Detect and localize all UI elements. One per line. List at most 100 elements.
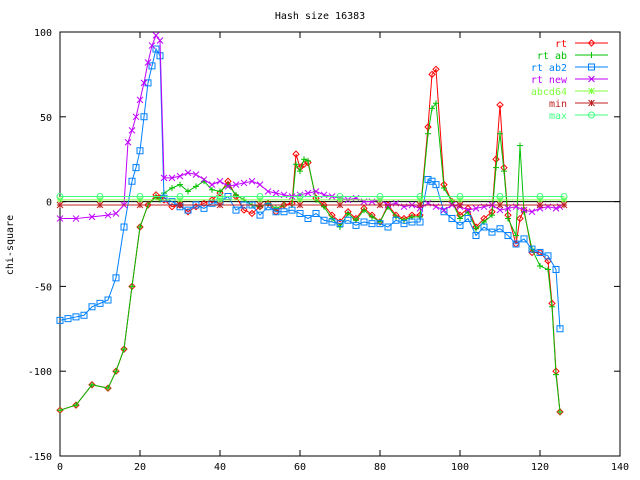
data-point xyxy=(293,161,299,168)
data-point xyxy=(113,368,119,375)
x-tick-label: 80 xyxy=(374,462,386,473)
data-point xyxy=(536,201,544,209)
data-point xyxy=(496,201,504,209)
data-point xyxy=(240,201,248,209)
data-point xyxy=(425,130,431,137)
legend-label: max xyxy=(549,111,567,122)
data-point xyxy=(497,130,503,137)
data-point xyxy=(89,381,95,388)
data-point xyxy=(416,201,424,209)
data-point xyxy=(136,193,144,200)
series-line xyxy=(59,101,561,412)
data-point xyxy=(176,201,184,209)
legend-marker xyxy=(588,75,595,83)
data-point xyxy=(376,201,384,209)
data-point xyxy=(392,216,400,224)
data-point xyxy=(360,218,368,226)
data-point xyxy=(124,138,132,146)
data-point xyxy=(104,296,112,304)
data-point xyxy=(216,201,224,209)
data-point xyxy=(361,207,367,214)
data-point xyxy=(105,385,111,392)
data-point xyxy=(272,208,280,216)
data-point xyxy=(400,220,408,228)
series-min xyxy=(56,201,568,209)
data-point xyxy=(312,188,320,195)
data-point xyxy=(441,185,447,192)
data-point xyxy=(369,213,375,220)
data-point xyxy=(193,183,199,190)
data-point xyxy=(536,248,544,256)
data-point xyxy=(376,220,384,228)
data-point xyxy=(457,215,463,222)
data-point xyxy=(496,101,504,109)
data-point xyxy=(493,164,499,171)
data-point xyxy=(545,266,551,273)
data-point xyxy=(256,181,264,188)
data-point xyxy=(553,371,559,378)
data-point xyxy=(517,142,523,149)
data-point xyxy=(304,158,312,167)
data-point xyxy=(56,316,64,324)
data-point xyxy=(432,65,440,74)
data-point xyxy=(132,164,140,172)
data-point xyxy=(57,407,63,414)
data-point xyxy=(489,212,495,219)
data-point xyxy=(472,232,480,240)
data-point xyxy=(264,203,272,211)
data-point xyxy=(256,211,264,219)
data-point xyxy=(428,70,436,79)
series-line xyxy=(59,67,561,412)
data-point xyxy=(200,176,208,183)
data-point xyxy=(96,193,104,200)
data-point xyxy=(304,215,312,223)
data-point xyxy=(160,194,168,202)
y-tick-label: -150 xyxy=(28,452,52,463)
data-point xyxy=(112,210,120,217)
data-point xyxy=(408,218,416,226)
series-rt-ab2 xyxy=(56,45,564,333)
data-point xyxy=(501,168,507,175)
data-point xyxy=(528,248,536,257)
data-point xyxy=(136,147,144,155)
legend-marker xyxy=(588,111,596,119)
data-point xyxy=(416,218,424,226)
data-point xyxy=(176,172,184,180)
y-axis-label: chi-square xyxy=(5,215,16,275)
x-tick-label: 120 xyxy=(531,462,549,473)
data-point xyxy=(537,263,543,270)
data-point xyxy=(320,216,328,224)
data-point xyxy=(72,215,80,222)
data-point xyxy=(72,313,80,321)
data-point xyxy=(312,209,320,217)
data-point xyxy=(184,206,192,214)
data-point xyxy=(280,208,288,216)
data-point xyxy=(160,174,168,182)
x-tick-label: 20 xyxy=(134,462,146,473)
data-point xyxy=(304,189,312,197)
data-point xyxy=(296,209,304,217)
data-point xyxy=(176,193,184,200)
data-point xyxy=(184,208,192,216)
data-point xyxy=(96,299,104,307)
data-point xyxy=(104,211,112,219)
data-point xyxy=(73,402,79,409)
data-point xyxy=(256,201,264,209)
data-point xyxy=(128,177,136,185)
x-tick-label: 100 xyxy=(451,462,469,473)
data-point xyxy=(549,303,555,310)
data-point xyxy=(144,59,152,66)
data-point xyxy=(560,201,568,209)
data-point xyxy=(528,208,536,216)
data-point xyxy=(112,274,120,282)
data-point xyxy=(496,193,504,200)
data-point xyxy=(184,169,192,177)
data-point xyxy=(200,199,208,208)
data-point xyxy=(328,218,336,226)
data-point xyxy=(288,206,296,214)
data-point xyxy=(504,232,512,240)
series-rt-new xyxy=(56,32,564,222)
data-point xyxy=(136,96,144,104)
data-point xyxy=(448,215,456,223)
data-point xyxy=(424,176,432,184)
